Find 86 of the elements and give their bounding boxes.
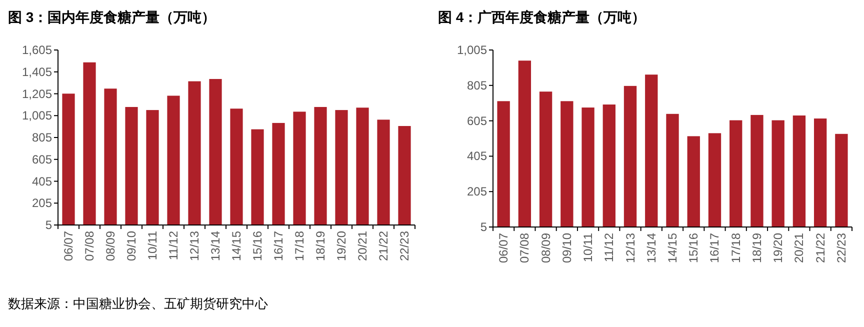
bar: [666, 114, 679, 227]
y-tick-label: 5: [45, 218, 52, 232]
x-tick-label: 21/22: [813, 232, 828, 264]
bar: [539, 92, 552, 227]
x-tick-label: 22/23: [834, 232, 848, 264]
chart-title: 图 4：广西年度食糖产量（万吨）: [438, 9, 646, 25]
bar: [230, 108, 243, 225]
x-tick-label: 21/22: [376, 230, 390, 262]
x-tick-label: 14/15: [230, 230, 244, 262]
bar: [814, 118, 827, 227]
x-tick-label: 19/20: [771, 232, 786, 264]
bar: [188, 81, 201, 225]
x-tick-label: 08/09: [538, 232, 553, 264]
x-tick-label: 06/07: [496, 232, 511, 264]
x-tick-label: 20/21: [792, 232, 806, 264]
y-tick-label: 1,005: [22, 108, 52, 123]
y-tick-label: 5: [480, 220, 488, 234]
x-tick-label: 12/13: [188, 230, 202, 262]
x-tick-label: 08/09: [104, 230, 118, 262]
x-tick-label: 13/14: [208, 230, 222, 262]
x-tick-label: 16/17: [708, 232, 722, 264]
x-tick-label: 07/08: [82, 230, 96, 262]
y-tick-label: 1,405: [22, 64, 52, 79]
y-tick-label: 805: [466, 78, 488, 92]
x-tick-label: 07/08: [518, 232, 532, 264]
bar: [377, 120, 390, 225]
bar: [251, 129, 264, 225]
y-tick-label: 1,005: [456, 43, 488, 57]
bar: [497, 101, 510, 227]
y-tick-label: 405: [32, 174, 52, 188]
x-tick-label: 11/12: [602, 232, 616, 262]
y-tick-label: 205: [32, 196, 52, 210]
x-tick-label: 12/13: [623, 232, 638, 264]
x-tick-label: 18/19: [314, 230, 328, 262]
x-tick-label: 10/11: [581, 232, 596, 262]
x-tick-label: 14/15: [666, 232, 680, 264]
y-tick-label: 805: [32, 130, 52, 144]
x-tick-label: 16/17: [272, 230, 286, 262]
bar: [518, 60, 532, 227]
x-tick-label: 10/11: [146, 230, 160, 260]
bar: [83, 62, 96, 225]
x-tick-label: 15/16: [250, 230, 264, 262]
bar: [62, 94, 75, 225]
x-tick-label: 09/10: [124, 230, 138, 262]
x-tick-label: 11/12: [166, 230, 180, 260]
bar: [125, 106, 138, 225]
bar: [209, 78, 222, 225]
x-tick-label: 17/18: [292, 230, 306, 262]
bar: [398, 126, 411, 225]
x-tick-label: 22/23: [398, 230, 412, 262]
bar: [560, 101, 574, 227]
source-note: 数据来源：中国糖业协会、五矿期货研究中心: [8, 296, 268, 311]
x-tick-label: 09/10: [560, 232, 574, 264]
bar: [708, 133, 722, 227]
bar: [272, 122, 285, 225]
bar: [104, 88, 117, 225]
bar: [314, 106, 327, 225]
bar: [293, 112, 306, 225]
bar: [750, 114, 764, 227]
bar: [835, 134, 848, 227]
x-tick-label: 17/18: [728, 232, 743, 264]
x-tick-label: 13/14: [644, 232, 658, 264]
bar: [687, 136, 700, 227]
y-tick-label: 1,205: [22, 86, 52, 101]
x-tick-label: 15/16: [686, 232, 701, 264]
x-tick-label: 19/20: [334, 230, 348, 262]
bar: [335, 110, 348, 225]
bar: [356, 108, 369, 225]
y-tick-label: 1,605: [22, 43, 52, 57]
bar: [624, 86, 637, 227]
x-tick-label: 18/19: [750, 232, 764, 264]
y-tick-label: 405: [466, 149, 488, 164]
bar: [582, 108, 594, 227]
bar: [645, 74, 658, 227]
chart-title: 图 3：国内年度食糖产量（万吨）: [8, 9, 216, 25]
bar: [730, 120, 742, 227]
bar: [792, 115, 806, 227]
bar: [602, 104, 616, 227]
bar: [167, 96, 180, 225]
x-tick-label: 06/07: [62, 230, 76, 262]
bar: [146, 110, 159, 225]
y-tick-label: 605: [32, 152, 52, 166]
x-tick-label: 20/21: [356, 230, 370, 262]
y-tick-label: 205: [466, 184, 488, 199]
bar: [772, 120, 784, 227]
y-tick-label: 605: [466, 114, 488, 128]
